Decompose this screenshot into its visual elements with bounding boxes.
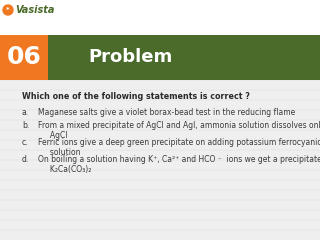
Text: Vasista: Vasista bbox=[15, 5, 54, 15]
Text: Ferric ions give a deep green precipitate on adding potassium ferrocyanide: Ferric ions give a deep green precipitat… bbox=[38, 138, 320, 147]
Text: b.: b. bbox=[22, 121, 29, 130]
Text: c.: c. bbox=[22, 138, 28, 147]
Text: d.: d. bbox=[22, 155, 29, 164]
FancyBboxPatch shape bbox=[0, 35, 48, 80]
Text: From a mixed precipitate of AgCl and AgI, ammonia solution dissolves only: From a mixed precipitate of AgCl and AgI… bbox=[38, 121, 320, 130]
Text: AgCl: AgCl bbox=[38, 131, 68, 140]
Text: a.: a. bbox=[22, 108, 29, 117]
FancyBboxPatch shape bbox=[48, 35, 320, 80]
Text: *: * bbox=[6, 7, 10, 13]
Text: On boiling a solution having K⁺, Ca²⁺ and HCO ⁻  ions we get a precipitate of: On boiling a solution having K⁺, Ca²⁺ an… bbox=[38, 155, 320, 164]
Text: K₂Ca(CO₃)₂: K₂Ca(CO₃)₂ bbox=[38, 165, 92, 174]
Text: Which one of the following statements is correct ?: Which one of the following statements is… bbox=[22, 92, 250, 101]
FancyBboxPatch shape bbox=[0, 0, 320, 35]
Text: Maganese salts give a violet borax-bead test in the reducing flame: Maganese salts give a violet borax-bead … bbox=[38, 108, 295, 117]
Text: solution: solution bbox=[38, 148, 81, 157]
Text: 06: 06 bbox=[7, 45, 41, 69]
Circle shape bbox=[3, 5, 13, 15]
Text: Problem: Problem bbox=[88, 48, 172, 66]
